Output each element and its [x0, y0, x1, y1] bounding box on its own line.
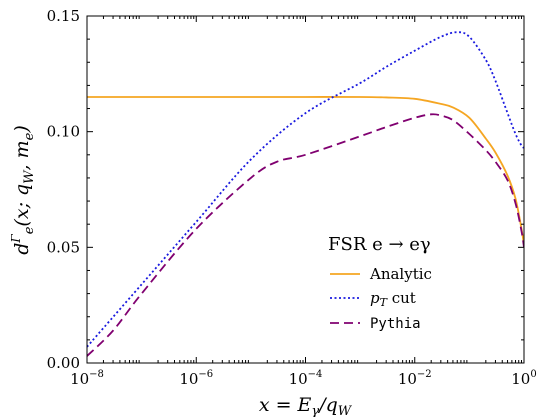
axis-tick-labels: 10−8 10−6 10−4 10−2 100 0.00 0.05 0.10 0.15 — [47, 7, 537, 388]
series-line-0 — [87, 96, 524, 246]
y-tick-label: 0.10 — [47, 123, 80, 141]
legend-label-analytic: Analytic — [369, 265, 432, 283]
series-line-1 — [87, 31, 524, 348]
x-tick-label: 10−4 — [289, 369, 323, 388]
legend-label-pythia: Pythia — [370, 316, 421, 332]
x-tick-label: 10−2 — [398, 369, 432, 388]
series-line-2 — [87, 113, 524, 357]
y-tick-label: 0.00 — [47, 354, 80, 372]
plot-frame — [86, 15, 525, 364]
y-tick-label: 0.15 — [47, 7, 80, 25]
legend-label-pt-cut: pT cut — [370, 289, 416, 309]
x-tick-label: 10−6 — [179, 369, 213, 388]
series-lines — [87, 31, 524, 357]
legend-title: FSR e → eγ — [328, 234, 431, 255]
legend: FSR e → eγ Analytic pT cut Pythia — [328, 234, 432, 332]
y-tick-label: 0.05 — [47, 238, 80, 256]
y-axis-label: dΓe(x; qW, me) — [9, 125, 37, 255]
x-axis-label: x = Eγ/qW — [259, 394, 353, 417]
axis-ticks — [86, 15, 525, 364]
x-tick-label: 10−8 — [70, 369, 104, 388]
x-tick-label: 100 — [511, 369, 536, 388]
